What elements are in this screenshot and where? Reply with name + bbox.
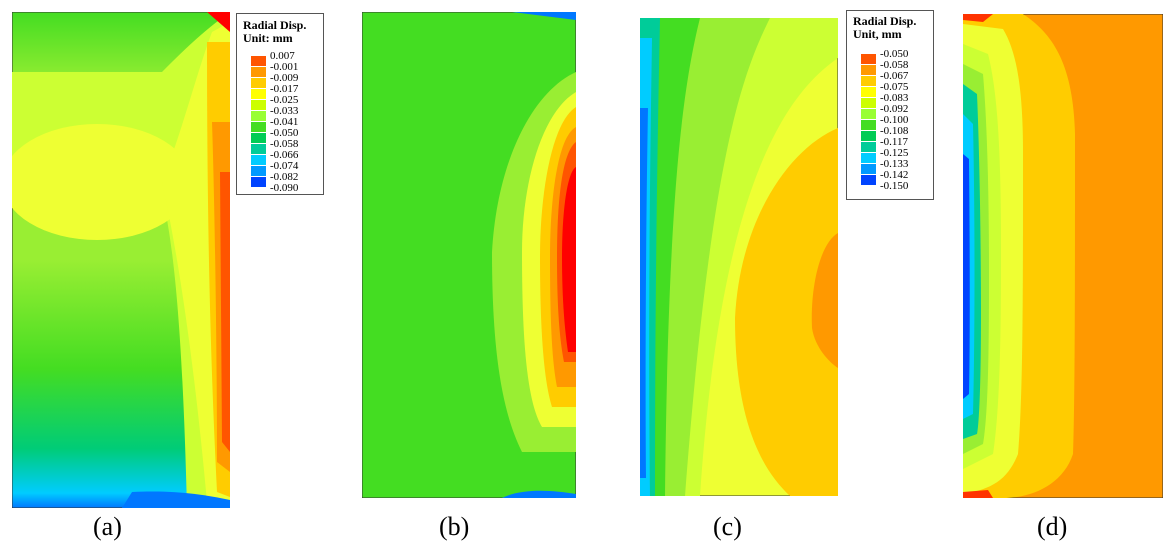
legend-title: Radial Disp. <box>243 18 307 32</box>
legend-unit: Unit, mm <box>853 27 902 41</box>
legend-swatch <box>861 98 876 108</box>
contour-band <box>963 490 993 498</box>
legend-swatch <box>251 166 266 176</box>
legend-swatch <box>251 144 266 154</box>
legend-swatch <box>251 89 266 99</box>
contour-band <box>811 233 838 368</box>
legend-value: -0.017 <box>270 83 299 95</box>
contour-band <box>512 12 576 20</box>
legend-value: 0.007 <box>270 50 295 62</box>
caption-a: (a) <box>93 512 122 541</box>
caption-b: (b) <box>439 512 470 541</box>
legend-swatch <box>251 155 266 165</box>
contour-band <box>220 172 230 452</box>
legend-swatch <box>861 131 876 141</box>
contour-band <box>12 124 192 240</box>
legend-swatch <box>861 65 876 75</box>
contour-band <box>963 14 993 22</box>
legend-value: -0.133 <box>880 158 909 170</box>
contour-band <box>963 154 970 399</box>
contour-band <box>502 490 576 498</box>
legend-title: Radial Disp. <box>853 14 917 28</box>
legend-swatch <box>861 142 876 152</box>
legend-value: -0.009 <box>270 72 299 84</box>
caption-d: (d) <box>1037 512 1068 541</box>
legend-value: -0.041 <box>270 116 299 128</box>
legend-swatch <box>251 133 266 143</box>
legend-value: -0.083 <box>880 92 909 104</box>
legend-value: -0.142 <box>880 169 909 181</box>
legend-value: -0.025 <box>270 94 299 106</box>
legend-value: -0.001 <box>270 61 299 73</box>
legend-swatch <box>251 67 266 77</box>
legend-swatch <box>861 164 876 174</box>
contour-band <box>12 87 42 142</box>
caption-c: (c) <box>713 512 742 541</box>
contour-panel-b <box>362 12 576 498</box>
legend-swatch <box>251 78 266 88</box>
legend-value: -0.090 <box>270 182 299 194</box>
legend-swatch <box>861 120 876 130</box>
legend-value: -0.050 <box>880 48 909 60</box>
legend-swatch <box>861 54 876 64</box>
legend-swatch <box>861 87 876 97</box>
legend-value: -0.075 <box>880 81 909 93</box>
legend-value: -0.066 <box>270 149 299 161</box>
legend-value: -0.125 <box>880 147 909 159</box>
legend-swatch <box>251 111 266 121</box>
legend-value: -0.082 <box>270 171 299 183</box>
legend-swatch <box>861 76 876 86</box>
legend-radial-disp-1: Radial Disp. Unit: mm 0.007 -0.001 -0.009-… <box>236 13 324 195</box>
contour-band <box>562 167 576 352</box>
legend-value: -0.067 <box>880 70 909 82</box>
legend-value: -0.058 <box>880 59 909 71</box>
legend-unit: Unit: mm <box>243 31 293 45</box>
legend-swatch <box>861 153 876 163</box>
legend-radial-disp-2: Radial Disp. Unit, mm -0.050 -0.058 -0.067… <box>846 10 934 200</box>
legend-swatch <box>251 56 266 66</box>
contour-band <box>122 491 230 508</box>
legend-value: -0.033 <box>270 105 299 117</box>
contour-band <box>735 128 838 496</box>
legend-swatch <box>861 109 876 119</box>
legend-swatch <box>251 177 266 187</box>
contour-panel-a <box>12 12 230 508</box>
legend-value: -0.100 <box>880 114 909 126</box>
legend-swatch <box>861 175 876 185</box>
legend-value: -0.108 <box>880 125 909 137</box>
legend-value: -0.058 <box>270 138 299 150</box>
legend-value: -0.050 <box>270 127 299 139</box>
contour-band <box>207 12 230 32</box>
legend-value: -0.117 <box>880 136 909 148</box>
legend-value: -0.150 <box>880 180 909 192</box>
legend-value: -0.074 <box>270 160 299 172</box>
contour-panel-c <box>640 18 838 496</box>
contour-panel-d <box>963 14 1163 498</box>
legend-swatch <box>251 122 266 132</box>
legend-value: -0.092 <box>880 103 909 115</box>
legend-swatch <box>251 100 266 110</box>
contour-band <box>640 108 648 478</box>
